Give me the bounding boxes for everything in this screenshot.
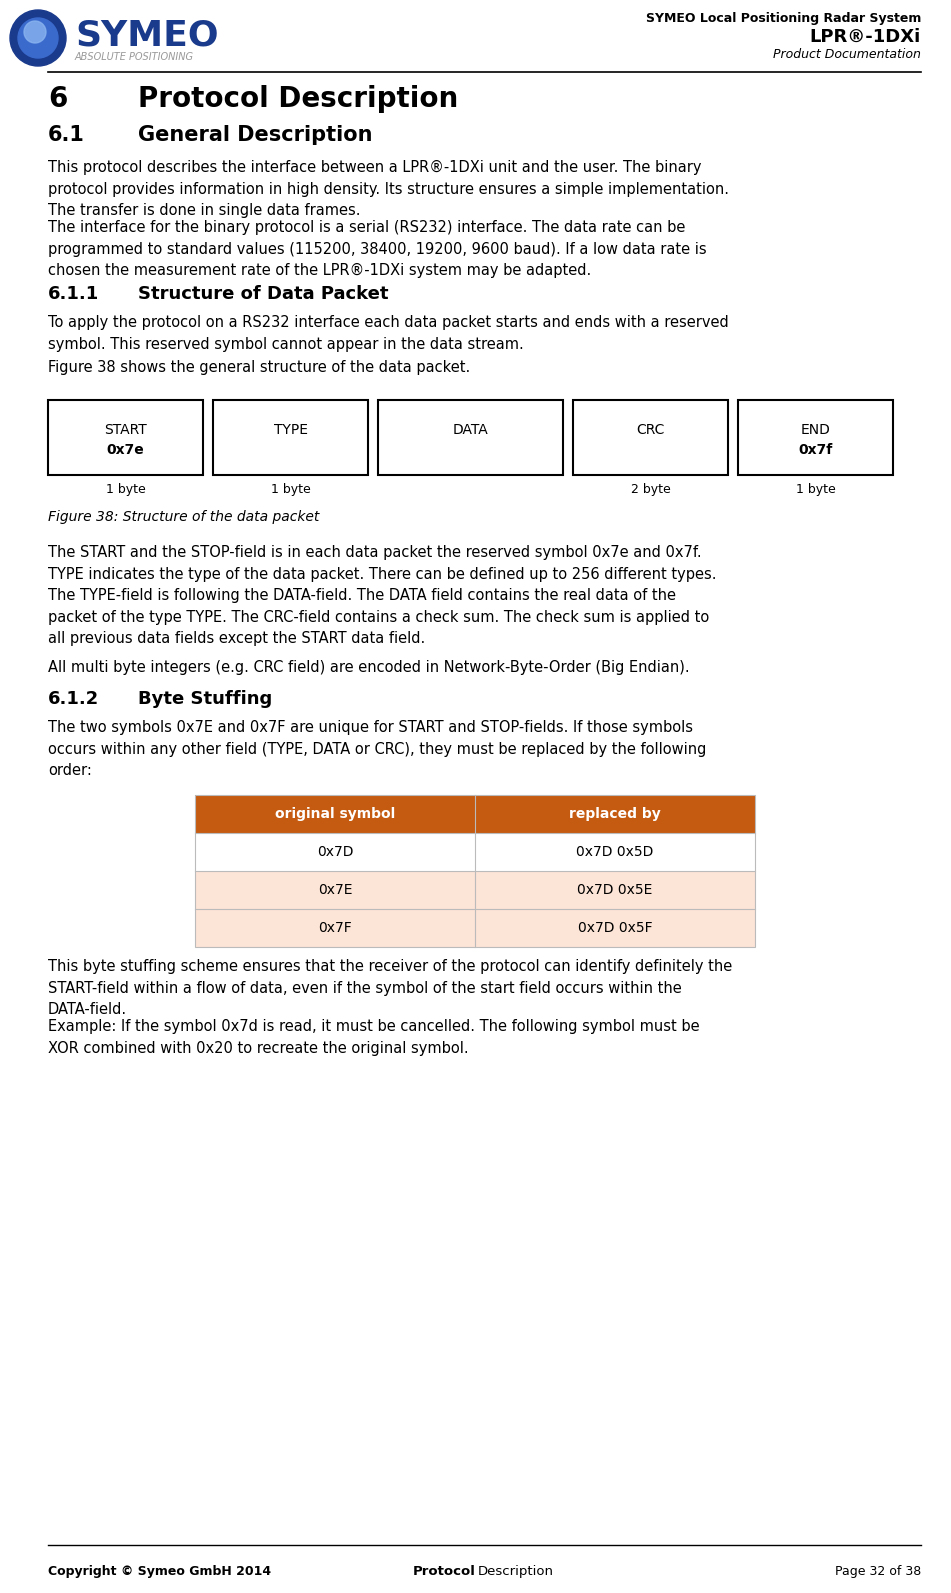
- Circle shape: [18, 18, 58, 57]
- Text: SYMEO: SYMEO: [75, 18, 219, 53]
- Circle shape: [10, 10, 66, 65]
- Text: Structure of Data Packet: Structure of Data Packet: [138, 285, 389, 303]
- Text: 0x7f: 0x7f: [799, 443, 833, 457]
- Text: Product Documentation: Product Documentation: [773, 48, 921, 61]
- Text: Example: If the symbol 0x7d is read, it must be cancelled. The following symbol : Example: If the symbol 0x7d is read, it …: [48, 1020, 700, 1056]
- Text: 6: 6: [48, 84, 68, 113]
- Bar: [195, 795, 755, 946]
- Text: 6.1.2: 6.1.2: [48, 690, 99, 707]
- Text: To apply the protocol on a RS232 interface each data packet starts and ends with: To apply the protocol on a RS232 interfa…: [48, 315, 728, 352]
- Text: CRC: CRC: [636, 422, 665, 436]
- Text: Description: Description: [478, 1564, 554, 1579]
- Text: Protocol Description: Protocol Description: [138, 84, 458, 113]
- Circle shape: [24, 21, 46, 43]
- Text: The interface for the binary protocol is a serial (RS232) interface. The data ra: The interface for the binary protocol is…: [48, 220, 707, 279]
- Text: 2 byte: 2 byte: [631, 483, 670, 495]
- Text: TYPE: TYPE: [274, 422, 307, 436]
- Bar: [195, 833, 755, 871]
- Text: 1 byte: 1 byte: [796, 483, 835, 495]
- Text: Figure 38 shows the general structure of the data packet.: Figure 38 shows the general structure of…: [48, 360, 470, 374]
- Text: This byte stuffing scheme ensures that the receiver of the protocol can identify: This byte stuffing scheme ensures that t…: [48, 959, 732, 1018]
- Text: Byte Stuffing: Byte Stuffing: [138, 690, 272, 707]
- Text: All multi byte integers (e.g. CRC field) are encoded in Network-Byte-Order (Big : All multi byte integers (e.g. CRC field)…: [48, 660, 689, 675]
- Text: Copyright © Symeo GmbH 2014: Copyright © Symeo GmbH 2014: [48, 1564, 271, 1579]
- Text: 0x7D: 0x7D: [317, 844, 353, 859]
- Text: START: START: [104, 422, 146, 436]
- Bar: [48, 400, 203, 475]
- Text: 0x7e: 0x7e: [107, 443, 145, 457]
- Text: 0x7D 0x5D: 0x7D 0x5D: [576, 844, 653, 859]
- Text: DATA: DATA: [453, 422, 489, 436]
- Text: Page 32 of 38: Page 32 of 38: [835, 1564, 921, 1579]
- Bar: [378, 400, 563, 475]
- Text: This protocol describes the interface between a LPR®-1DXi unit and the user. The: This protocol describes the interface be…: [48, 159, 729, 218]
- Text: LPR®-1DXi: LPR®-1DXi: [809, 29, 921, 46]
- Text: Protocol: Protocol: [413, 1564, 476, 1579]
- Bar: [213, 400, 368, 475]
- Text: 0x7E: 0x7E: [318, 883, 352, 897]
- Text: The two symbols 0x7E and 0x7F are unique for START and STOP-fields. If those sym: The two symbols 0x7E and 0x7F are unique…: [48, 720, 707, 779]
- Text: 0x7F: 0x7F: [319, 921, 352, 935]
- Bar: [573, 400, 728, 475]
- Bar: [195, 871, 755, 910]
- Text: END: END: [801, 422, 830, 436]
- Text: SYMEO Local Positioning Radar System: SYMEO Local Positioning Radar System: [646, 13, 921, 25]
- Text: ABSOLUTE POSITIONING: ABSOLUTE POSITIONING: [75, 53, 194, 62]
- Text: The START and the STOP-field is in each data packet the reserved symbol 0x7e and: The START and the STOP-field is in each …: [48, 545, 716, 647]
- Text: 6.1: 6.1: [48, 124, 85, 145]
- Text: 6.1.1: 6.1.1: [48, 285, 99, 303]
- Bar: [195, 795, 755, 833]
- Text: General Description: General Description: [138, 124, 373, 145]
- Text: Figure 38: Structure of the data packet: Figure 38: Structure of the data packet: [48, 510, 320, 524]
- Bar: [738, 400, 893, 475]
- Text: 1 byte: 1 byte: [271, 483, 310, 495]
- Text: 0x7D 0x5F: 0x7D 0x5F: [577, 921, 652, 935]
- Text: 0x7D 0x5E: 0x7D 0x5E: [577, 883, 652, 897]
- Bar: [195, 910, 755, 946]
- Text: replaced by: replaced by: [569, 808, 661, 820]
- Text: 1 byte: 1 byte: [106, 483, 146, 495]
- Text: original symbol: original symbol: [275, 808, 395, 820]
